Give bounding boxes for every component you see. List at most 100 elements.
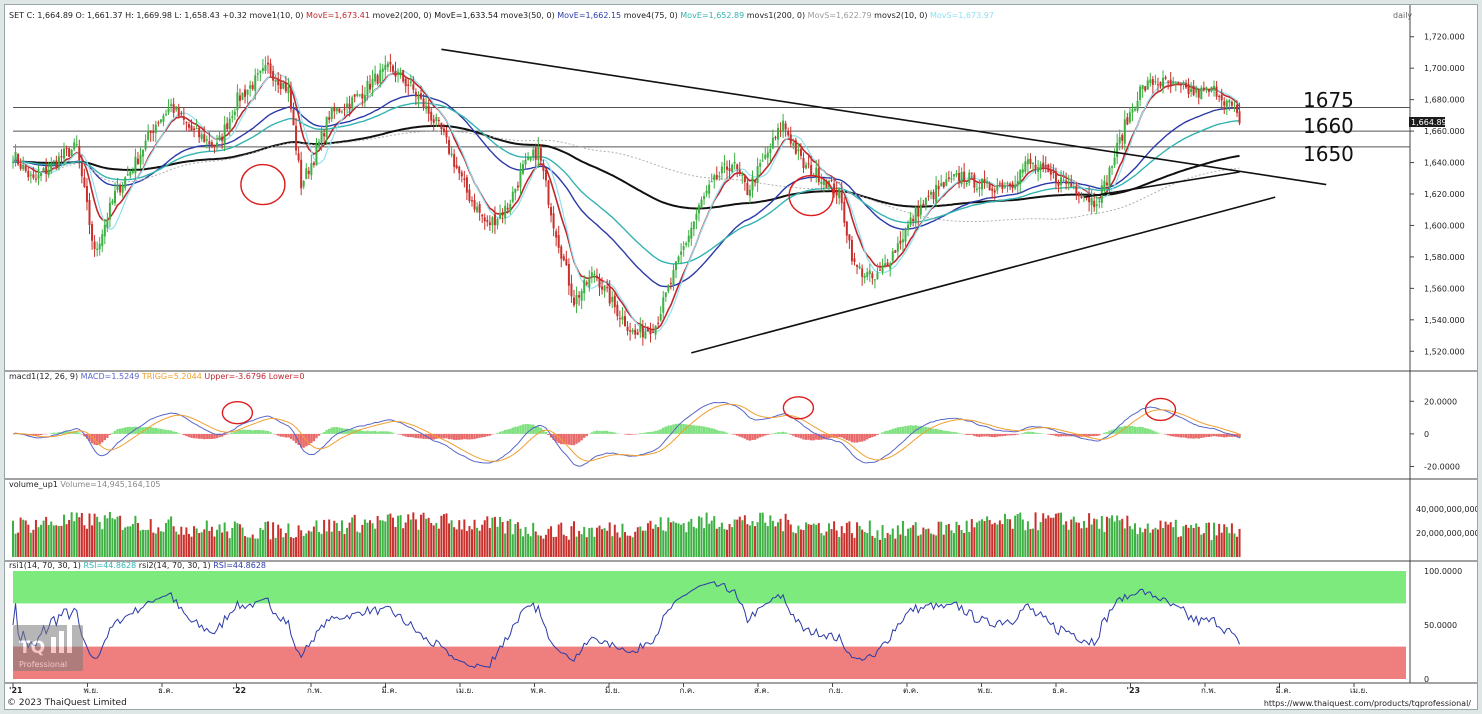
candle	[853, 258, 856, 262]
macd-histogram-bar	[697, 425, 701, 434]
header-part: movs1(200, 0)	[747, 11, 808, 20]
macd-histogram-bar	[1031, 431, 1035, 434]
macd-histogram-bar	[366, 430, 369, 434]
macd-histogram-bar	[1192, 433, 1195, 439]
macd-histogram-bar	[75, 431, 78, 434]
header-part: MovE=1,652.89	[680, 11, 746, 20]
macd-histogram-bar	[965, 433, 968, 435]
candle	[159, 119, 162, 123]
candle	[57, 156, 60, 165]
candle	[713, 175, 716, 181]
macd-histogram-bar	[233, 431, 237, 434]
volume-bar	[940, 521, 943, 557]
macd-histogram-bar	[1207, 433, 1211, 437]
macd-histogram-bar	[322, 432, 326, 434]
candle	[838, 187, 841, 199]
macd-histogram-bar	[889, 429, 892, 434]
candle	[190, 125, 193, 132]
candle	[1111, 166, 1114, 168]
macd-histogram-bar	[116, 429, 119, 434]
macd-histogram-bar	[613, 432, 616, 434]
candle	[930, 192, 932, 195]
volume-bar	[320, 533, 323, 557]
macd-histogram-bar	[825, 433, 828, 440]
volume-bar	[455, 529, 458, 557]
volume-bar	[544, 534, 547, 557]
macd-histogram-bar	[1006, 433, 1009, 436]
candle	[32, 174, 35, 178]
chart-canvas[interactable]: 1,720.000 1,700.000 1,680.000 1,660.000 1,64…	[5, 5, 1478, 710]
volume-bar	[777, 522, 779, 557]
volume-bar	[264, 521, 267, 557]
volume-bar	[720, 522, 723, 557]
candle	[1116, 143, 1119, 157]
volume-bar	[840, 526, 843, 557]
volume-bar	[807, 524, 810, 557]
volume-bar	[1134, 523, 1136, 557]
header-part: move4(75, 0)	[624, 11, 681, 20]
source-url[interactable]: https://www.thaiquest.com/products/tqpro…	[1263, 699, 1471, 708]
volume-bar	[213, 536, 216, 557]
macd-histogram-bar	[1238, 433, 1241, 438]
header-part: MovE=1,662.15	[557, 11, 623, 20]
candle	[695, 213, 698, 220]
macd-histogram-bar	[886, 430, 889, 434]
candle	[241, 92, 244, 100]
macd-histogram-bar	[685, 424, 688, 434]
macd-tick-label: 0	[1424, 430, 1429, 439]
volume-bar	[789, 524, 792, 557]
candle	[27, 170, 30, 178]
macd-histogram-bar	[868, 433, 871, 438]
macd-histogram-bar	[213, 433, 216, 439]
candle	[131, 170, 134, 173]
volume-bar	[374, 528, 377, 557]
macd-histogram-bar	[149, 427, 152, 434]
macd-histogram-bar	[1212, 433, 1216, 437]
macd-histogram-bar	[534, 425, 537, 434]
macd-histogram-bar	[159, 428, 163, 434]
volume-bar	[970, 519, 973, 557]
candle	[848, 234, 851, 241]
volume-bar	[159, 531, 162, 557]
macd-histogram-bar	[121, 428, 124, 434]
volume-bar	[180, 526, 183, 557]
candle	[830, 179, 833, 181]
macd-histogram-bar	[1149, 429, 1152, 434]
candle	[960, 172, 963, 185]
candle	[1108, 167, 1111, 189]
macd-histogram-bar	[799, 433, 803, 439]
macd-histogram-bar	[197, 433, 201, 439]
macd-histogram-bar	[228, 433, 231, 434]
macd-histogram-bar	[468, 433, 471, 440]
macd-histogram-bar	[792, 433, 795, 436]
candle	[68, 148, 71, 157]
macd-histogram-bar	[585, 433, 588, 437]
candle	[353, 94, 356, 97]
candle	[542, 163, 545, 171]
macd-histogram-bar	[605, 430, 609, 434]
volume-bar	[1093, 518, 1096, 557]
volume-bar	[738, 516, 741, 557]
volume-bar	[356, 531, 359, 557]
volume-bar	[907, 528, 910, 557]
candle	[420, 93, 422, 99]
candle	[672, 269, 675, 285]
candle	[802, 157, 805, 168]
candle	[460, 172, 463, 177]
macd-histogram-bar	[1228, 433, 1231, 437]
volume-bar	[1182, 526, 1185, 557]
volume-bar	[312, 526, 315, 557]
volume-bar	[1156, 529, 1159, 557]
macd-histogram-bar	[1184, 433, 1188, 438]
candle	[473, 200, 476, 210]
macd-histogram-bar	[452, 433, 456, 440]
candle	[414, 91, 417, 97]
volume-bar	[981, 519, 983, 557]
volume-bar	[414, 519, 417, 557]
candle	[284, 82, 287, 92]
candle	[259, 70, 262, 73]
macd-histogram-bar	[774, 432, 777, 434]
volume-bar	[1169, 522, 1172, 557]
candle	[621, 316, 624, 320]
candle	[96, 248, 99, 250]
